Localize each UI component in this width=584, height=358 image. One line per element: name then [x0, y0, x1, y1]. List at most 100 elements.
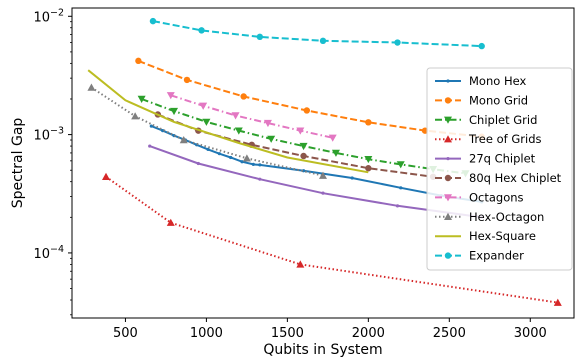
- series-1: [149, 124, 484, 204]
- series-3: [137, 95, 470, 178]
- data-point: [135, 57, 142, 65]
- y-axis-label: Spectral Gap: [10, 118, 26, 209]
- legend-marker: [444, 174, 452, 182]
- data-point: [166, 218, 175, 226]
- x-tick-label: 1000: [190, 326, 223, 341]
- series-layer: [87, 17, 562, 306]
- legend-marker: [444, 135, 452, 143]
- data-point: [240, 93, 247, 100]
- legend-box: [426, 67, 573, 271]
- data-point: [263, 119, 272, 128]
- data-point: [321, 191, 325, 195]
- data-point: [328, 134, 337, 142]
- legend-entry: Tree of Grids: [435, 132, 541, 146]
- data-point: [149, 17, 157, 25]
- legend-label: Mono Grid: [469, 93, 528, 107]
- data-point: [251, 162, 255, 166]
- x-tick-label: 3000: [514, 326, 547, 341]
- data-point: [350, 176, 354, 180]
- data-point: [149, 124, 153, 128]
- axes-layer: 500 1000 1500 2000 2500 3000 10−4 10−3 10−2: [33, 7, 575, 341]
- legend-label: Hex-Octagon: [469, 210, 544, 224]
- data-point: [229, 155, 233, 160]
- data-point: [365, 165, 372, 172]
- series-4: [102, 172, 562, 306]
- legend-entry: Octagons: [435, 190, 524, 204]
- data-point: [198, 27, 205, 34]
- legend-label: Expander: [469, 249, 524, 263]
- data-point: [240, 160, 244, 164]
- series-line: [149, 145, 482, 219]
- data-point: [148, 144, 152, 148]
- series-line: [150, 125, 482, 203]
- data-point: [394, 39, 401, 46]
- legend-marker: [444, 212, 452, 220]
- data-point: [234, 127, 243, 135]
- data-point: [256, 33, 264, 41]
- legend-marker: [444, 97, 452, 104]
- x-tick-label: 1500: [271, 326, 304, 341]
- x-axis-label: Qubits in System: [263, 342, 382, 358]
- series-line: [87, 69, 369, 174]
- data-point: [183, 76, 191, 84]
- series-8: [87, 83, 327, 179]
- data-point: [395, 204, 400, 208]
- legend-label: 27q Chiplet: [469, 152, 536, 166]
- data-point: [553, 298, 562, 306]
- legend-marker: [446, 79, 450, 83]
- data-point: [478, 42, 485, 50]
- data-point: [319, 171, 327, 179]
- data-point: [301, 169, 306, 173]
- x-tick-label: 2500: [433, 326, 466, 341]
- series-line: [152, 20, 482, 48]
- legend-label: Hex-Square: [469, 229, 536, 243]
- legend-marker: [444, 194, 452, 202]
- data-point: [258, 163, 262, 167]
- plot-frame: [71, 7, 575, 319]
- legend-marker: [446, 157, 450, 161]
- data-point: [199, 102, 208, 110]
- data-point: [296, 260, 305, 268]
- series-line: [141, 98, 466, 175]
- data-point: [102, 172, 111, 180]
- legend-label: Chiplet Grid: [469, 113, 537, 127]
- data-point: [196, 161, 200, 166]
- data-point: [303, 107, 311, 114]
- data-point: [365, 119, 372, 126]
- data-point: [217, 152, 221, 156]
- y-tick-label: 10−2: [33, 7, 64, 25]
- legend-label: Tree of Grids: [468, 132, 541, 146]
- data-point: [87, 83, 96, 91]
- y-tick-label: 10−3: [33, 126, 64, 144]
- legend-entry: Chiplet Grid: [435, 113, 537, 127]
- legend-entry: Mono Grid: [435, 93, 528, 107]
- x-tick-label: 2000: [352, 326, 385, 341]
- data-point: [267, 135, 276, 143]
- data-point: [242, 154, 251, 162]
- legend-label: 80q Hex Chiplet: [469, 171, 562, 185]
- data-point: [319, 37, 327, 45]
- data-point: [331, 149, 340, 157]
- data-point: [300, 152, 307, 160]
- legend-entry: Expander: [435, 249, 524, 263]
- data-point: [161, 129, 165, 133]
- series-9: [87, 69, 369, 174]
- legend-marker: [444, 116, 452, 124]
- data-point: [396, 161, 405, 169]
- legend-marker: [444, 252, 452, 259]
- data-point: [131, 112, 140, 120]
- data-point: [137, 95, 146, 103]
- legend-entry: Hex-Octagon: [435, 210, 544, 224]
- data-point: [299, 142, 308, 151]
- legend-label: Octagons: [469, 190, 524, 204]
- data-point: [170, 107, 179, 116]
- legend-label: Mono Hex: [469, 74, 526, 88]
- series-7: [166, 92, 337, 142]
- y-tick-label: 10−4: [33, 244, 64, 262]
- legend-entry: 80q Hex Chiplet: [435, 171, 562, 185]
- x-tick-label: 500: [113, 326, 138, 341]
- legend-entry: Hex-Square: [435, 229, 536, 243]
- data-point: [258, 177, 262, 181]
- legend-entry: Mono Hex: [435, 74, 526, 88]
